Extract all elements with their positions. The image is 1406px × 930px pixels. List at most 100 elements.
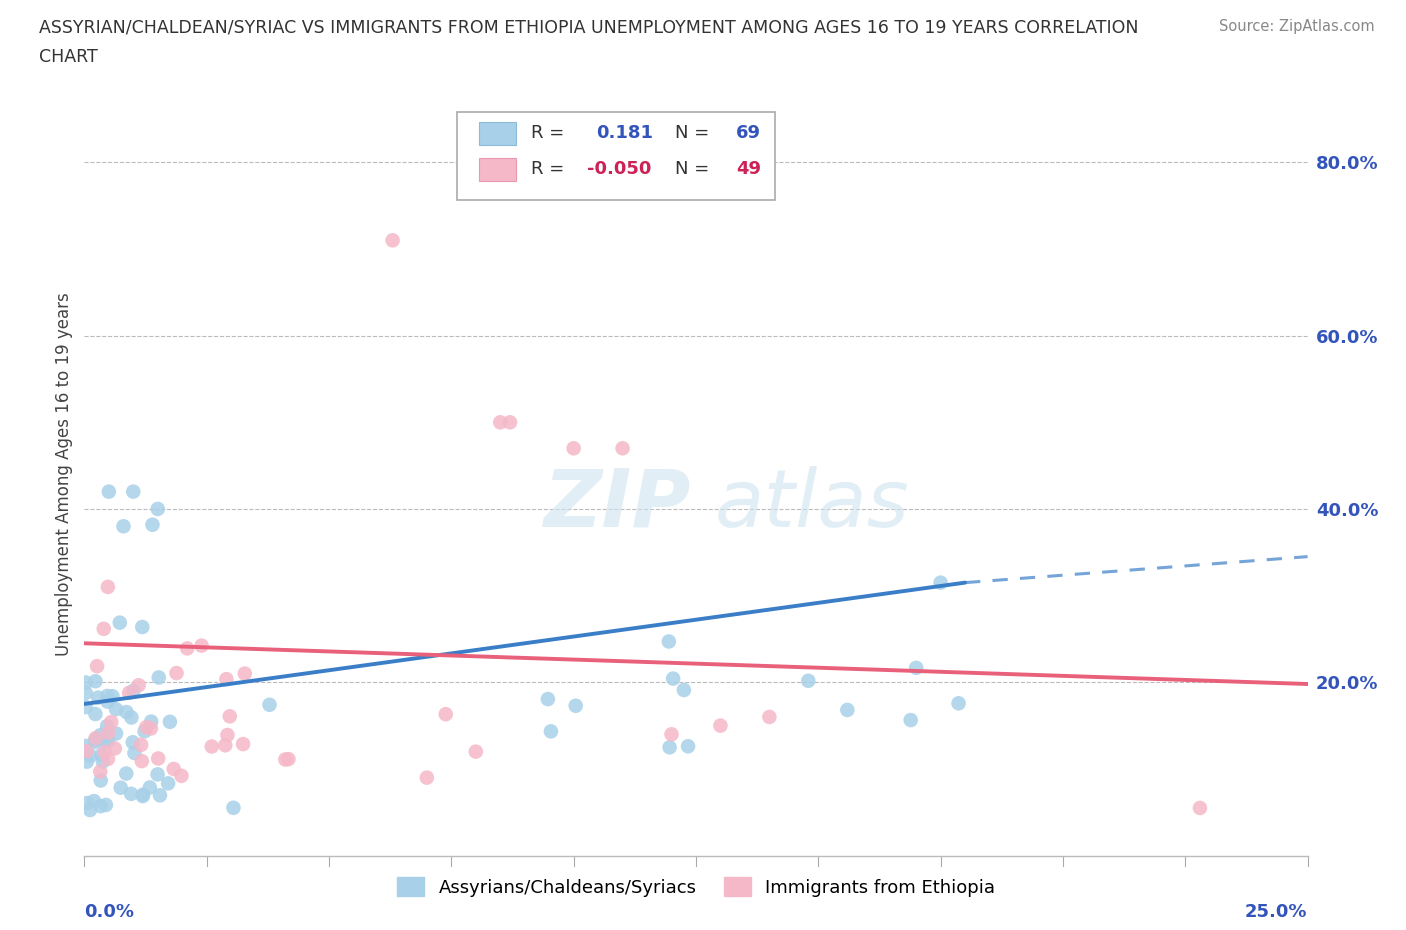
Point	[672, 683, 695, 698]
Point	[948, 696, 970, 711]
Point	[97, 734, 120, 749]
Point	[190, 638, 212, 653]
Point	[115, 766, 138, 781]
Point	[120, 787, 142, 802]
Text: 25.0%: 25.0%	[1246, 903, 1308, 922]
Point	[1188, 801, 1211, 816]
Text: N =: N =	[675, 160, 710, 179]
FancyBboxPatch shape	[479, 122, 516, 145]
Text: N =: N =	[675, 125, 710, 142]
Point	[97, 725, 120, 740]
Point	[97, 485, 120, 499]
Point	[89, 764, 111, 779]
Point	[129, 737, 152, 752]
Text: R =: R =	[531, 125, 564, 142]
Point	[929, 575, 952, 590]
Point	[900, 712, 922, 727]
Point	[537, 692, 560, 707]
Point	[131, 619, 153, 634]
Text: -0.050: -0.050	[588, 160, 651, 179]
Point	[661, 727, 683, 742]
Point	[79, 803, 101, 817]
Y-axis label: Unemployment Among Ages 16 to 19 years: Unemployment Among Ages 16 to 19 years	[55, 292, 73, 657]
Point	[218, 709, 240, 724]
Point	[110, 780, 132, 795]
Point	[416, 770, 439, 785]
Point	[120, 711, 142, 725]
Point	[141, 714, 163, 729]
Point	[83, 793, 105, 808]
Point	[75, 738, 97, 753]
Point	[84, 731, 107, 746]
Point	[214, 737, 236, 752]
Text: ASSYRIAN/CHALDEAN/SYRIAC VS IMMIGRANTS FROM ETHIOPIA UNEMPLOYMENT AMONG AGES 16 : ASSYRIAN/CHALDEAN/SYRIAC VS IMMIGRANTS F…	[39, 19, 1139, 36]
Point	[166, 666, 188, 681]
Point	[905, 660, 928, 675]
Point	[146, 501, 169, 516]
Point	[232, 737, 254, 751]
Point	[540, 724, 562, 738]
Point	[499, 415, 522, 430]
Point	[658, 740, 681, 755]
Point	[434, 707, 457, 722]
Point	[76, 754, 98, 769]
Point	[122, 684, 145, 698]
Point	[148, 751, 170, 766]
Point	[562, 441, 585, 456]
Point	[489, 415, 512, 430]
Point	[758, 710, 780, 724]
Point	[101, 689, 124, 704]
Point	[612, 441, 634, 456]
Point	[159, 714, 181, 729]
Point	[797, 673, 820, 688]
Point	[259, 698, 281, 712]
Point	[90, 773, 112, 788]
Point	[105, 726, 128, 741]
Point	[93, 745, 115, 760]
Point	[104, 741, 127, 756]
Point	[121, 735, 143, 750]
Point	[135, 720, 157, 735]
Point	[75, 744, 97, 759]
Point	[122, 485, 145, 499]
Point	[128, 678, 150, 693]
Point	[118, 685, 141, 700]
Point	[105, 702, 128, 717]
Point	[75, 675, 97, 690]
Point	[100, 714, 122, 729]
Point	[148, 670, 170, 684]
Point	[157, 776, 180, 790]
Point	[75, 685, 97, 700]
Point	[141, 517, 163, 532]
FancyBboxPatch shape	[479, 158, 516, 180]
Text: 49: 49	[737, 160, 761, 179]
Point	[163, 762, 186, 777]
Point	[464, 744, 486, 759]
Point	[91, 754, 114, 769]
Text: 0.181: 0.181	[596, 125, 652, 142]
Text: Source: ZipAtlas.com: Source: ZipAtlas.com	[1219, 19, 1375, 33]
Point	[139, 721, 162, 736]
Point	[108, 615, 131, 630]
Point	[233, 666, 256, 681]
Point	[134, 724, 156, 738]
Point	[662, 671, 685, 686]
Point	[149, 788, 172, 803]
Text: ZIP: ZIP	[543, 466, 690, 544]
Point	[76, 796, 98, 811]
Point	[222, 801, 245, 816]
Text: R =: R =	[531, 160, 564, 179]
Point	[84, 674, 107, 689]
Point	[176, 641, 198, 656]
Point	[215, 671, 238, 686]
Text: 0.0%: 0.0%	[84, 903, 135, 922]
Point	[84, 732, 107, 747]
Text: 69: 69	[737, 125, 761, 142]
Point	[146, 767, 169, 782]
Point	[658, 634, 681, 649]
Point	[131, 753, 153, 768]
Point	[170, 768, 193, 783]
Point	[274, 752, 297, 767]
Point	[75, 699, 97, 714]
Point	[89, 799, 111, 814]
